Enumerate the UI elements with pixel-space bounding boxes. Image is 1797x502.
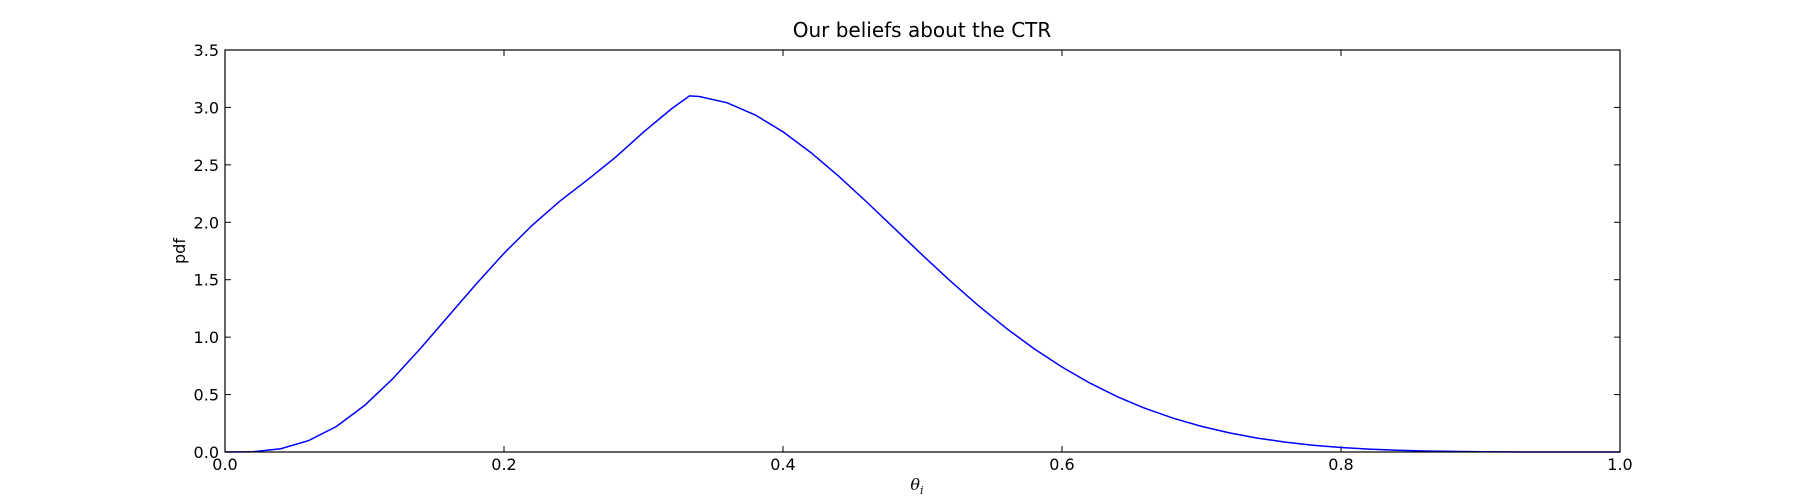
y-tick-label: 0.0 [194,443,219,462]
x-axis-label: θi [910,475,923,497]
series-line [224,95,1620,453]
y-tick-label: 2.0 [194,213,219,232]
y-axis-label: pdf [170,238,189,264]
x-tick-label: 1.0 [1607,455,1632,474]
x-tick-label: 0.6 [1049,455,1074,474]
x-tick-label: 0.2 [491,455,516,474]
y-tick-label: 3.5 [194,41,219,60]
x-axis-label-subscript: i [920,484,924,497]
chart-title: Our beliefs about the CTR [793,18,1052,42]
y-tick-label: 2.5 [194,156,219,175]
y-tick-label: 1.5 [194,271,219,290]
x-tick-label: 0.4 [770,455,795,474]
y-tick-label: 1.0 [194,328,219,347]
x-axis-label-symbol: θ [910,475,920,494]
x-tick-label: 0.8 [1328,455,1353,474]
x-tick-label: 0.0 [212,455,237,474]
y-tick-label: 0.5 [194,386,219,405]
plot-frame [224,49,1621,453]
axis-ticks: 0.0 0.2 0.4 0.6 0.8 1.0 0.0 0.5 1.0 1.5 2.0 2.5 3.0 3… [194,41,1633,474]
y-tick-label: 3.0 [194,98,219,117]
